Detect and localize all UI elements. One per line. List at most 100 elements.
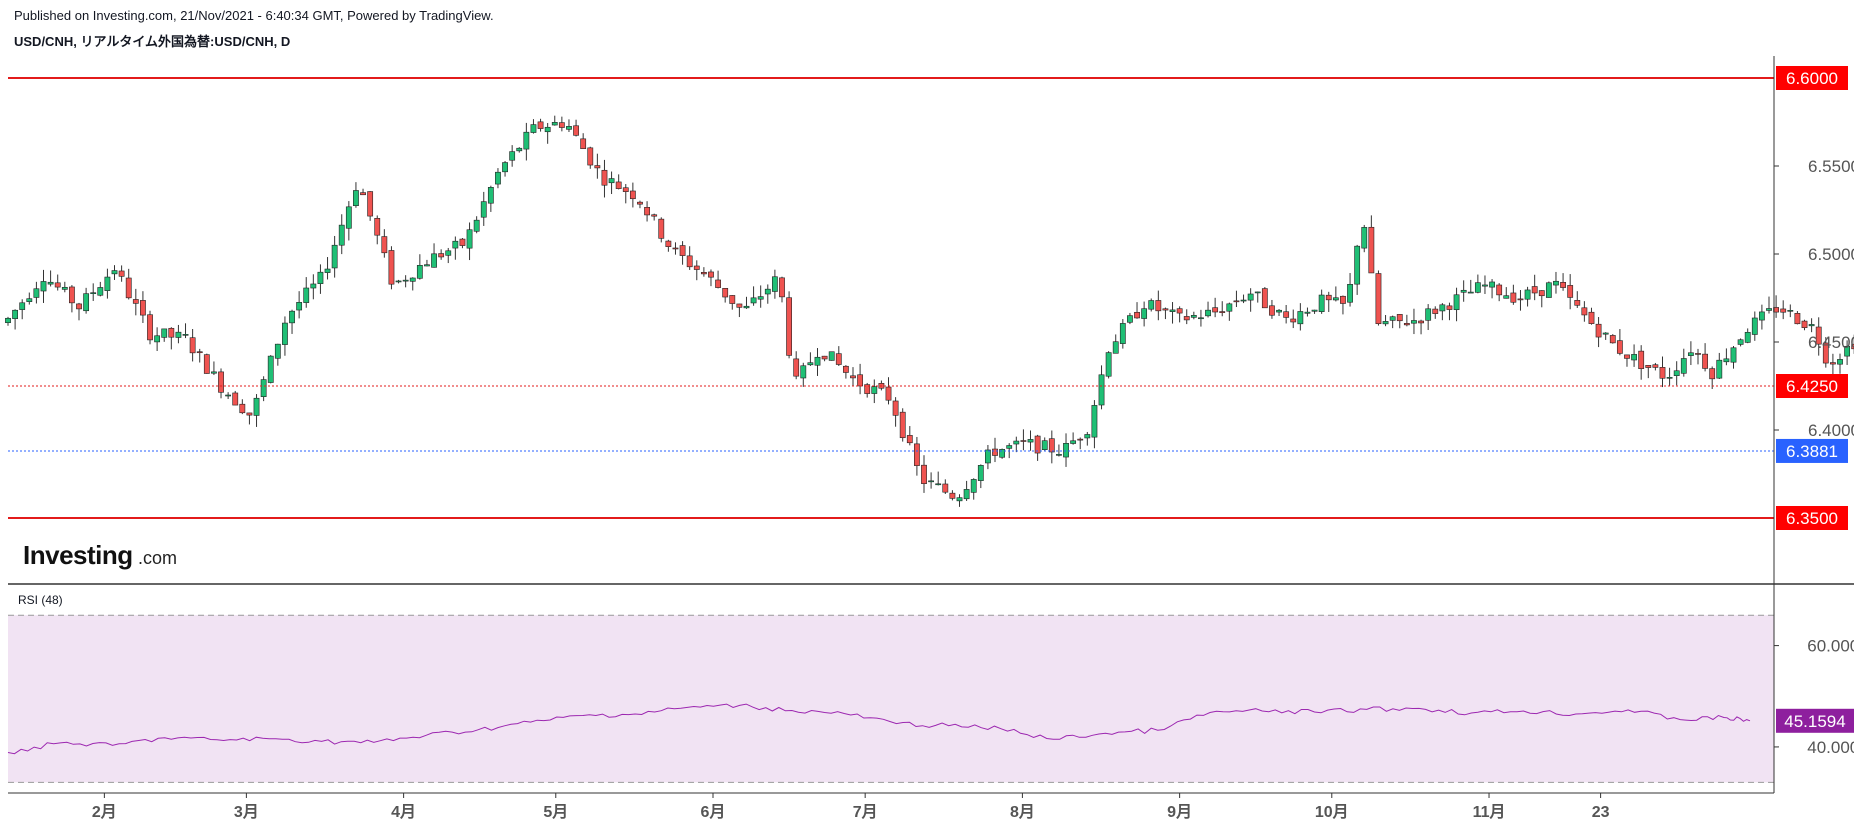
candle-up	[97, 287, 104, 296]
candle-up	[1439, 304, 1446, 312]
candle-up	[1013, 440, 1020, 445]
rsi-tick-label: 60.0000	[1807, 637, 1854, 656]
time-tick-label: 8月	[1010, 803, 1035, 821]
candle-down	[587, 147, 594, 166]
candle-down	[438, 253, 445, 258]
level-badge-text: 6.4250	[1786, 377, 1838, 396]
candle-down	[1616, 340, 1623, 354]
candle-up	[331, 244, 338, 269]
candle-down	[1048, 438, 1055, 453]
candle-up	[544, 126, 551, 133]
candle-down	[118, 270, 125, 277]
candle-down	[793, 358, 800, 377]
candle-down	[1822, 342, 1829, 364]
candle-up	[551, 122, 558, 126]
candle-down	[1403, 323, 1410, 326]
candle-up	[1098, 374, 1105, 406]
candle-down	[189, 337, 196, 354]
candle-down	[658, 218, 665, 239]
candle-down	[1510, 292, 1517, 303]
candle-up	[985, 449, 991, 464]
candle-up	[764, 288, 771, 295]
candle-up	[211, 371, 217, 374]
candle-down	[1446, 305, 1453, 310]
candle-down	[1368, 226, 1375, 274]
candle-down	[1645, 364, 1652, 368]
candle-down	[835, 353, 842, 365]
candle-down	[1212, 307, 1219, 313]
candle-up	[608, 178, 615, 184]
candle-down	[892, 400, 899, 416]
candle-down	[821, 355, 828, 360]
candle-down	[921, 464, 927, 484]
candle-up	[289, 310, 295, 324]
candle-down	[1162, 308, 1169, 311]
candle-down	[615, 181, 622, 189]
candle-up	[260, 379, 267, 397]
candle-down	[637, 201, 643, 205]
candle-up	[445, 250, 452, 256]
rsi-band	[8, 615, 1774, 783]
candle-up	[175, 331, 182, 338]
candle-down	[842, 365, 849, 373]
candle-up	[1467, 291, 1474, 294]
candle-down	[736, 303, 743, 308]
candle-up	[1141, 308, 1148, 319]
candle-up	[1453, 294, 1460, 311]
candle-down	[388, 250, 395, 285]
logo-brand: Investing	[23, 540, 133, 570]
candle-down	[1773, 307, 1779, 313]
candle-up	[1723, 358, 1730, 363]
candle-up	[1041, 440, 1048, 451]
candle-up	[1105, 352, 1112, 377]
candle-down	[1233, 300, 1240, 303]
candle-down	[573, 125, 579, 136]
rsi-tick-label: 40.0000	[1807, 738, 1854, 757]
candle-up	[1254, 291, 1261, 294]
time-tick-label: 6月	[701, 803, 726, 821]
candle-up	[1169, 309, 1176, 312]
candle-up	[317, 271, 324, 284]
candle-down	[580, 138, 587, 149]
candle-up	[1205, 309, 1211, 317]
candle-up	[1489, 281, 1495, 288]
candle-up	[1148, 300, 1155, 310]
candle-up	[452, 240, 459, 249]
candle-up	[1084, 434, 1091, 439]
candle-down	[1290, 318, 1297, 323]
candle-down	[1020, 440, 1027, 442]
candle-up	[750, 297, 757, 304]
candle-down	[1538, 290, 1545, 297]
candle-down	[168, 327, 175, 338]
candle-down	[885, 386, 892, 401]
candle-up	[1716, 359, 1723, 379]
candle-down	[367, 191, 374, 217]
candle-up	[956, 497, 963, 502]
candle-up	[324, 268, 331, 273]
price-tick-label: 6.4000	[1808, 421, 1854, 440]
candle-up	[807, 362, 814, 366]
candle-up	[473, 219, 480, 232]
candle-up	[1837, 359, 1843, 365]
symbol-title[interactable]: USD/CNH, リアルタイム外国為替:USD/CNH, D	[14, 34, 291, 49]
candle-up	[757, 296, 764, 300]
candle-up	[1766, 308, 1772, 311]
candle-down	[1709, 368, 1716, 380]
candle-up	[487, 187, 494, 204]
candle-up	[345, 206, 352, 229]
candle-up	[1460, 289, 1467, 293]
candle-up	[1474, 282, 1481, 293]
candle-down	[1396, 314, 1403, 322]
candle-up	[1361, 227, 1368, 249]
candle-up	[1304, 311, 1311, 314]
candle-up	[19, 302, 26, 310]
candle-up	[1297, 311, 1304, 325]
candle-up	[1673, 370, 1680, 376]
candle-up	[871, 386, 878, 394]
rsi-line	[7, 703, 1751, 755]
candle-down	[601, 169, 608, 186]
candle-down	[381, 236, 388, 254]
candle-down	[942, 483, 949, 493]
candle-down	[132, 299, 139, 304]
